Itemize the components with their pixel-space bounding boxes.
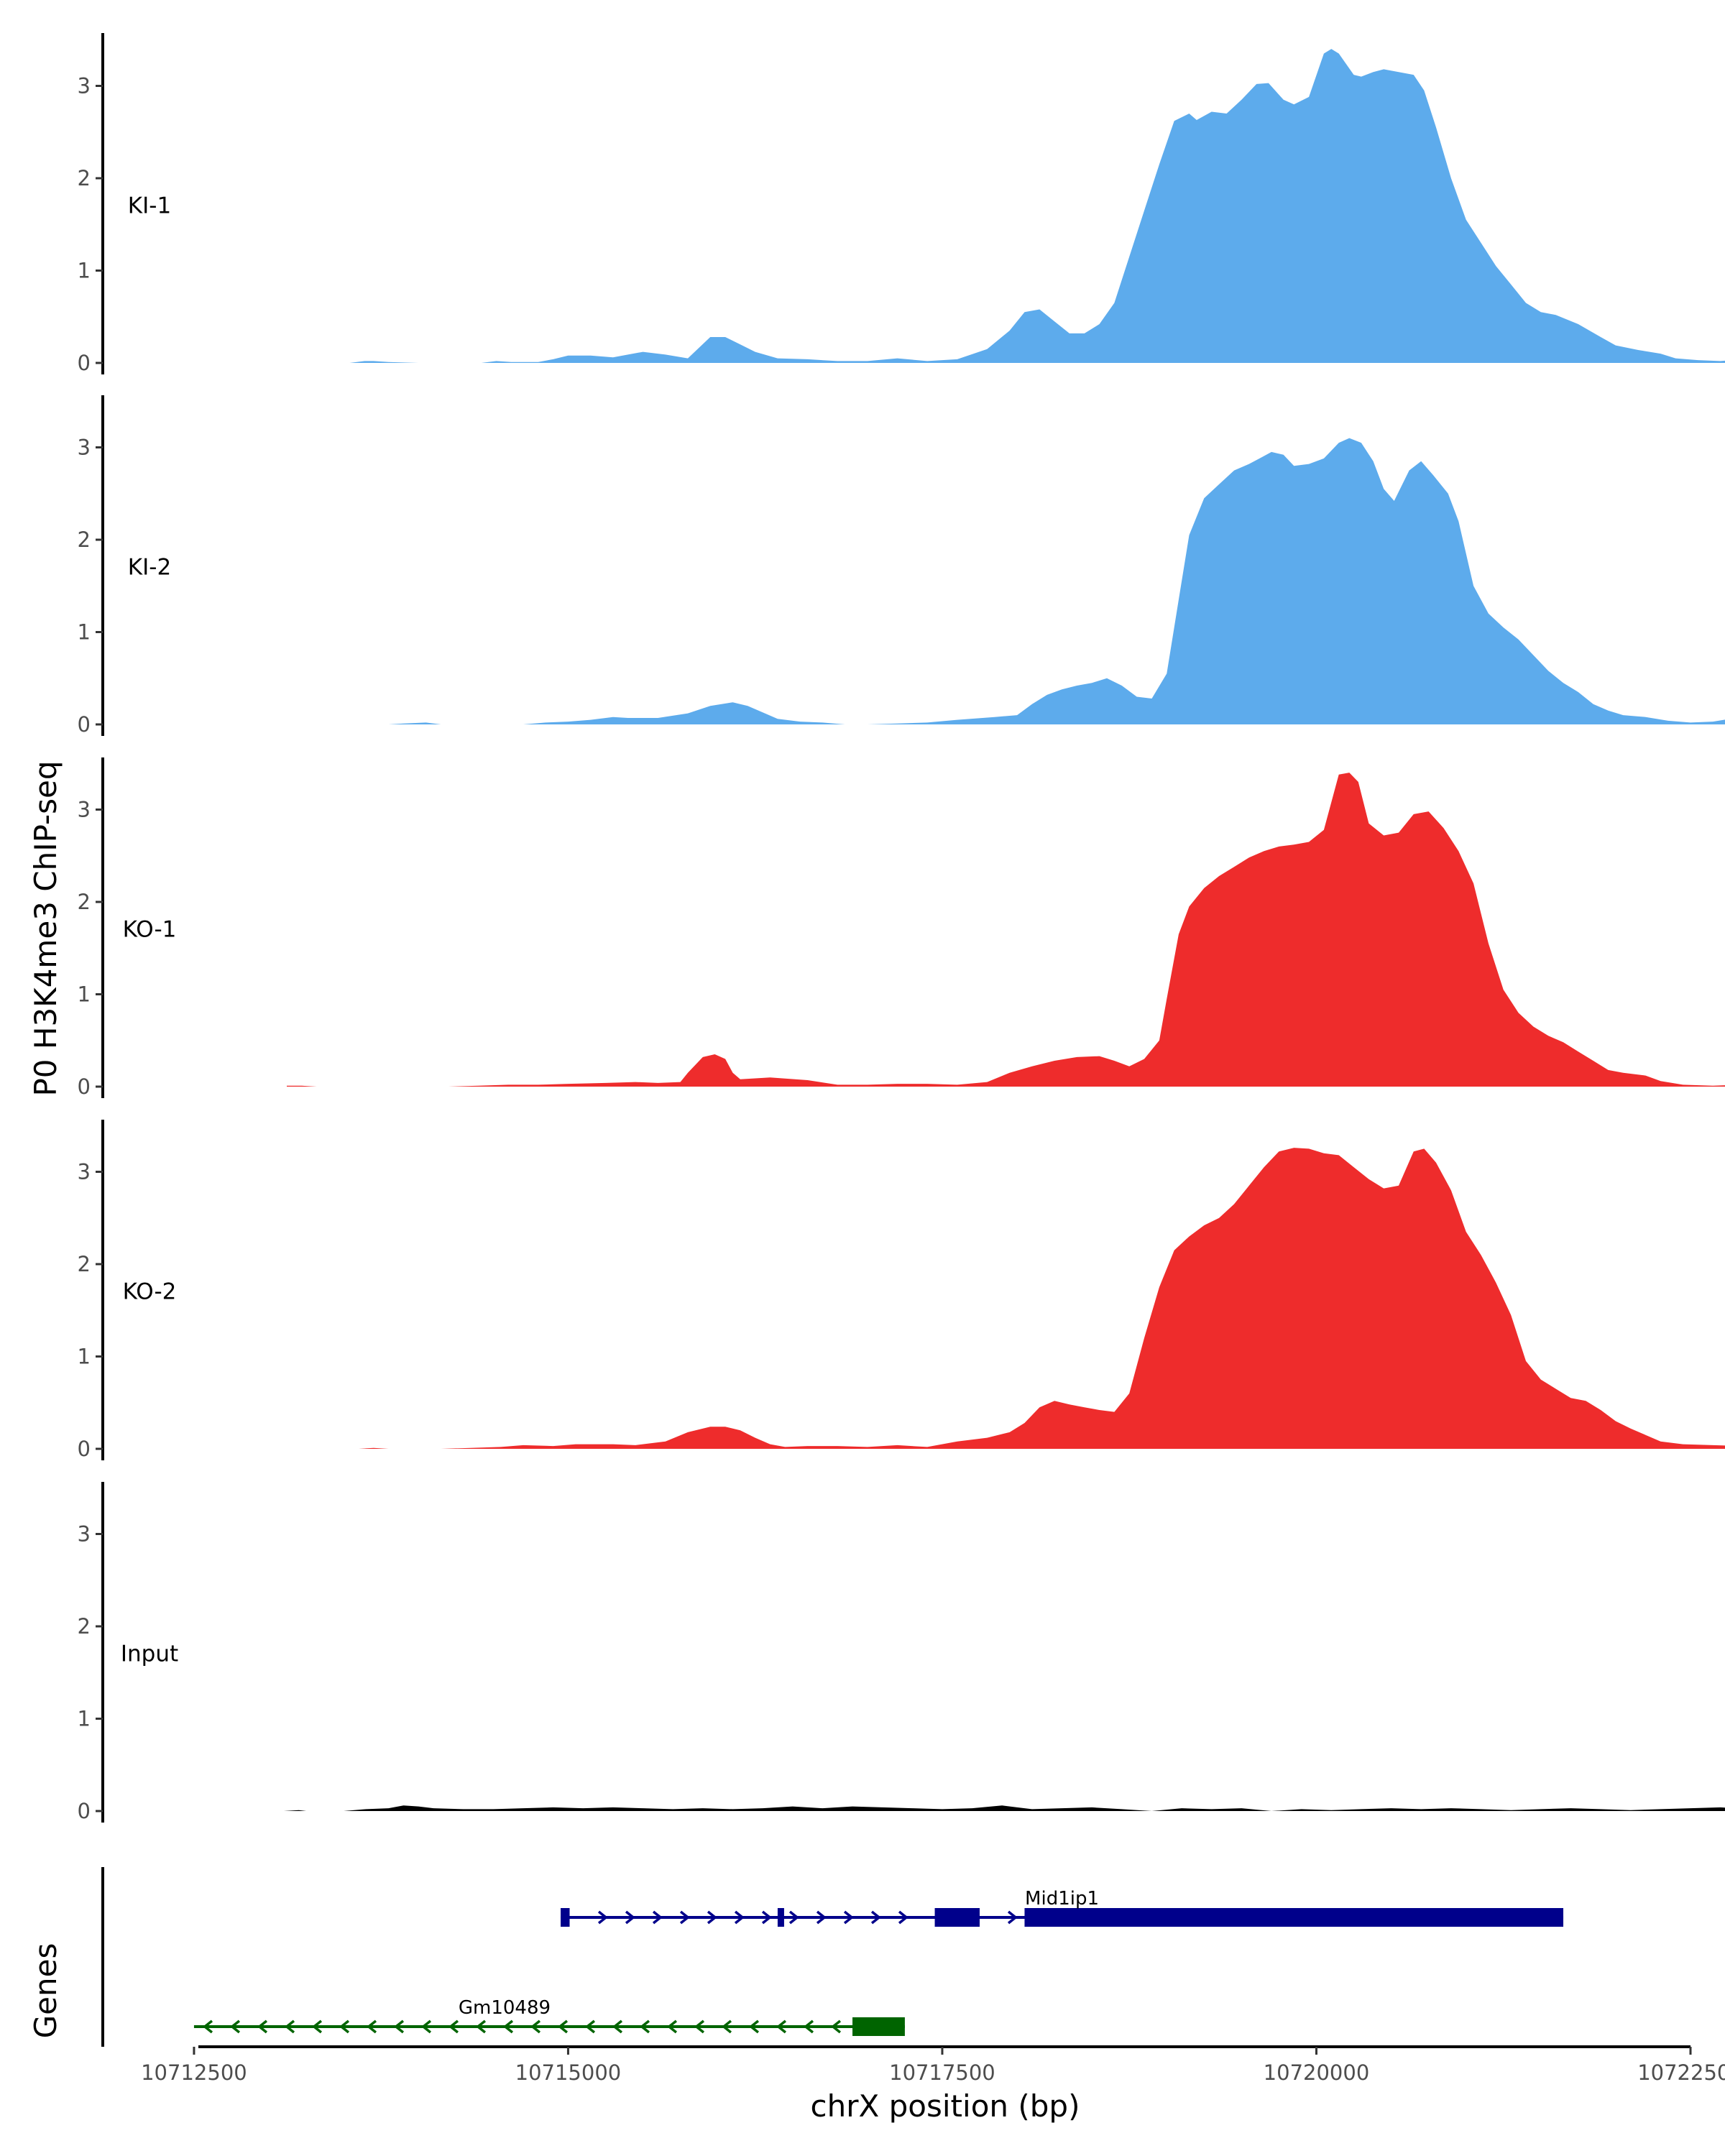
x-tick-label: 10712500 — [141, 2060, 247, 2085]
x-axis: 10712500 10715000 10717500 10720000 10722500 — [141, 2045, 1725, 2085]
strand-arrow — [761, 1910, 772, 1925]
y-tick-label: 3 — [78, 436, 91, 460]
track-ko-1: 0 1 2 3 KO-1 — [78, 757, 1725, 1099]
track-label: KO-1 — [123, 917, 177, 943]
strand-arrow — [257, 2019, 268, 2034]
gene-annotation-panel: Mid1ip1 Gm10489 — [101, 1867, 1564, 2047]
y-tick-label: 1 — [78, 1707, 91, 1731]
strand-arrow — [312, 2019, 323, 2034]
x-tick-label: 10722500 — [1637, 2060, 1725, 2085]
strand-arrow — [804, 2019, 814, 2034]
strand-arrow — [694, 2019, 705, 2034]
x-tick-label: 10715000 — [515, 2060, 622, 2085]
coverage-area-ko-1 — [287, 773, 1725, 1087]
y-tick-label: 1 — [78, 982, 91, 1007]
strand-arrow — [394, 2019, 405, 2034]
y-tick-label: 2 — [78, 890, 91, 914]
track-input: 0 1 2 3 Input — [78, 1482, 1725, 1823]
track-ki-2: 0 1 2 3 KI-2 — [78, 395, 1725, 737]
y-tick-label: 2 — [78, 1614, 91, 1639]
strand-arrow — [625, 1910, 635, 1925]
y-tick-label: 3 — [78, 74, 91, 98]
strand-arrow — [203, 2019, 213, 2034]
gene-exon — [777, 1908, 784, 1927]
gene-gm10489: Gm10489 — [193, 1997, 905, 2036]
track-label: Input — [121, 1641, 178, 1667]
strand-arrow — [640, 2019, 650, 2034]
strand-arrow — [421, 2019, 432, 2034]
coverage-area-ki-2 — [344, 438, 1725, 724]
gene-exon — [852, 2017, 905, 2036]
strand-arrow — [870, 1910, 881, 1925]
strand-arrow — [448, 2019, 459, 2034]
strand-arrow — [530, 2019, 541, 2034]
strand-arrow — [652, 1910, 663, 1925]
y-tick-label: 1 — [78, 620, 91, 645]
genes-panel-title: Genes — [28, 1943, 63, 2039]
y-tick-label: 2 — [78, 528, 91, 552]
coverage-area-input — [283, 1805, 1725, 1811]
gene-exon — [561, 1908, 570, 1927]
y-tick-label: 0 — [78, 1437, 91, 1461]
x-tick-label: 10720000 — [1264, 2060, 1370, 2085]
track-label: KI-2 — [128, 555, 171, 581]
coverage-area-ko-2 — [359, 1148, 1725, 1449]
strand-arrow — [339, 2019, 350, 2034]
coverage-tracks: 0 1 2 3 KI-1 0 1 2 3 KI-2 0 1 2 3 KO-1 0 1 2 3 KO-2 0 1 2 3 Inpu… — [78, 33, 1725, 1823]
y-tick-label: 1 — [78, 259, 91, 283]
strand-arrow — [843, 1910, 854, 1925]
strand-arrow — [667, 2019, 678, 2034]
strand-arrow — [285, 2019, 295, 2034]
strand-arrow — [788, 1910, 799, 1925]
gene-exon — [934, 1908, 980, 1927]
y-tick-label: 0 — [78, 351, 91, 375]
strand-arrow — [707, 1910, 717, 1925]
track-ko-2: 0 1 2 3 KO-2 — [78, 1120, 1725, 1461]
gene-label: Gm10489 — [459, 1997, 551, 2019]
strand-arrow — [503, 2019, 514, 2034]
x-axis-title: chrX position (bp) — [811, 2088, 1080, 2124]
track-label: KI-1 — [128, 193, 171, 219]
y-axis-title: P0 H3K4me3 ChIP-seq — [28, 760, 63, 1096]
y-tick-label: 1 — [78, 1345, 91, 1369]
strand-arrow — [722, 2019, 732, 2034]
strand-arrow — [749, 2019, 760, 2034]
y-tick-label: 0 — [78, 1074, 91, 1099]
strand-arrow — [776, 2019, 787, 2034]
strand-arrow — [476, 2019, 487, 2034]
y-tick-label: 3 — [78, 1160, 91, 1184]
gene-mid1ip1: Mid1ip1 — [561, 1888, 1564, 1927]
strand-arrow — [558, 2019, 569, 2034]
y-tick-label: 0 — [78, 1799, 91, 1823]
x-tick-label: 10717500 — [889, 2060, 995, 2085]
strand-arrow — [898, 1910, 908, 1925]
strand-arrow — [831, 2019, 842, 2034]
strand-arrow — [679, 1910, 690, 1925]
strand-arrow — [597, 1910, 608, 1925]
y-tick-label: 2 — [78, 166, 91, 190]
y-tick-label: 3 — [78, 798, 91, 822]
strand-arrow — [1007, 1910, 1018, 1925]
coverage-area-ki-1 — [349, 49, 1725, 363]
strand-arrow — [367, 2019, 377, 2034]
track-ki-1: 0 1 2 3 KI-1 — [78, 33, 1725, 375]
gene-label: Mid1ip1 — [1025, 1888, 1099, 1909]
strand-arrow — [734, 1910, 745, 1925]
track-label: KO-2 — [123, 1279, 177, 1305]
y-tick-label: 3 — [78, 1522, 91, 1547]
strand-arrow — [612, 2019, 623, 2034]
strand-arrow — [230, 2019, 241, 2034]
strand-arrow — [585, 2019, 596, 2034]
y-tick-label: 2 — [78, 1252, 91, 1276]
strand-arrow — [816, 1910, 827, 1925]
y-tick-label: 0 — [78, 712, 91, 737]
gene-exon — [1024, 1908, 1564, 1927]
